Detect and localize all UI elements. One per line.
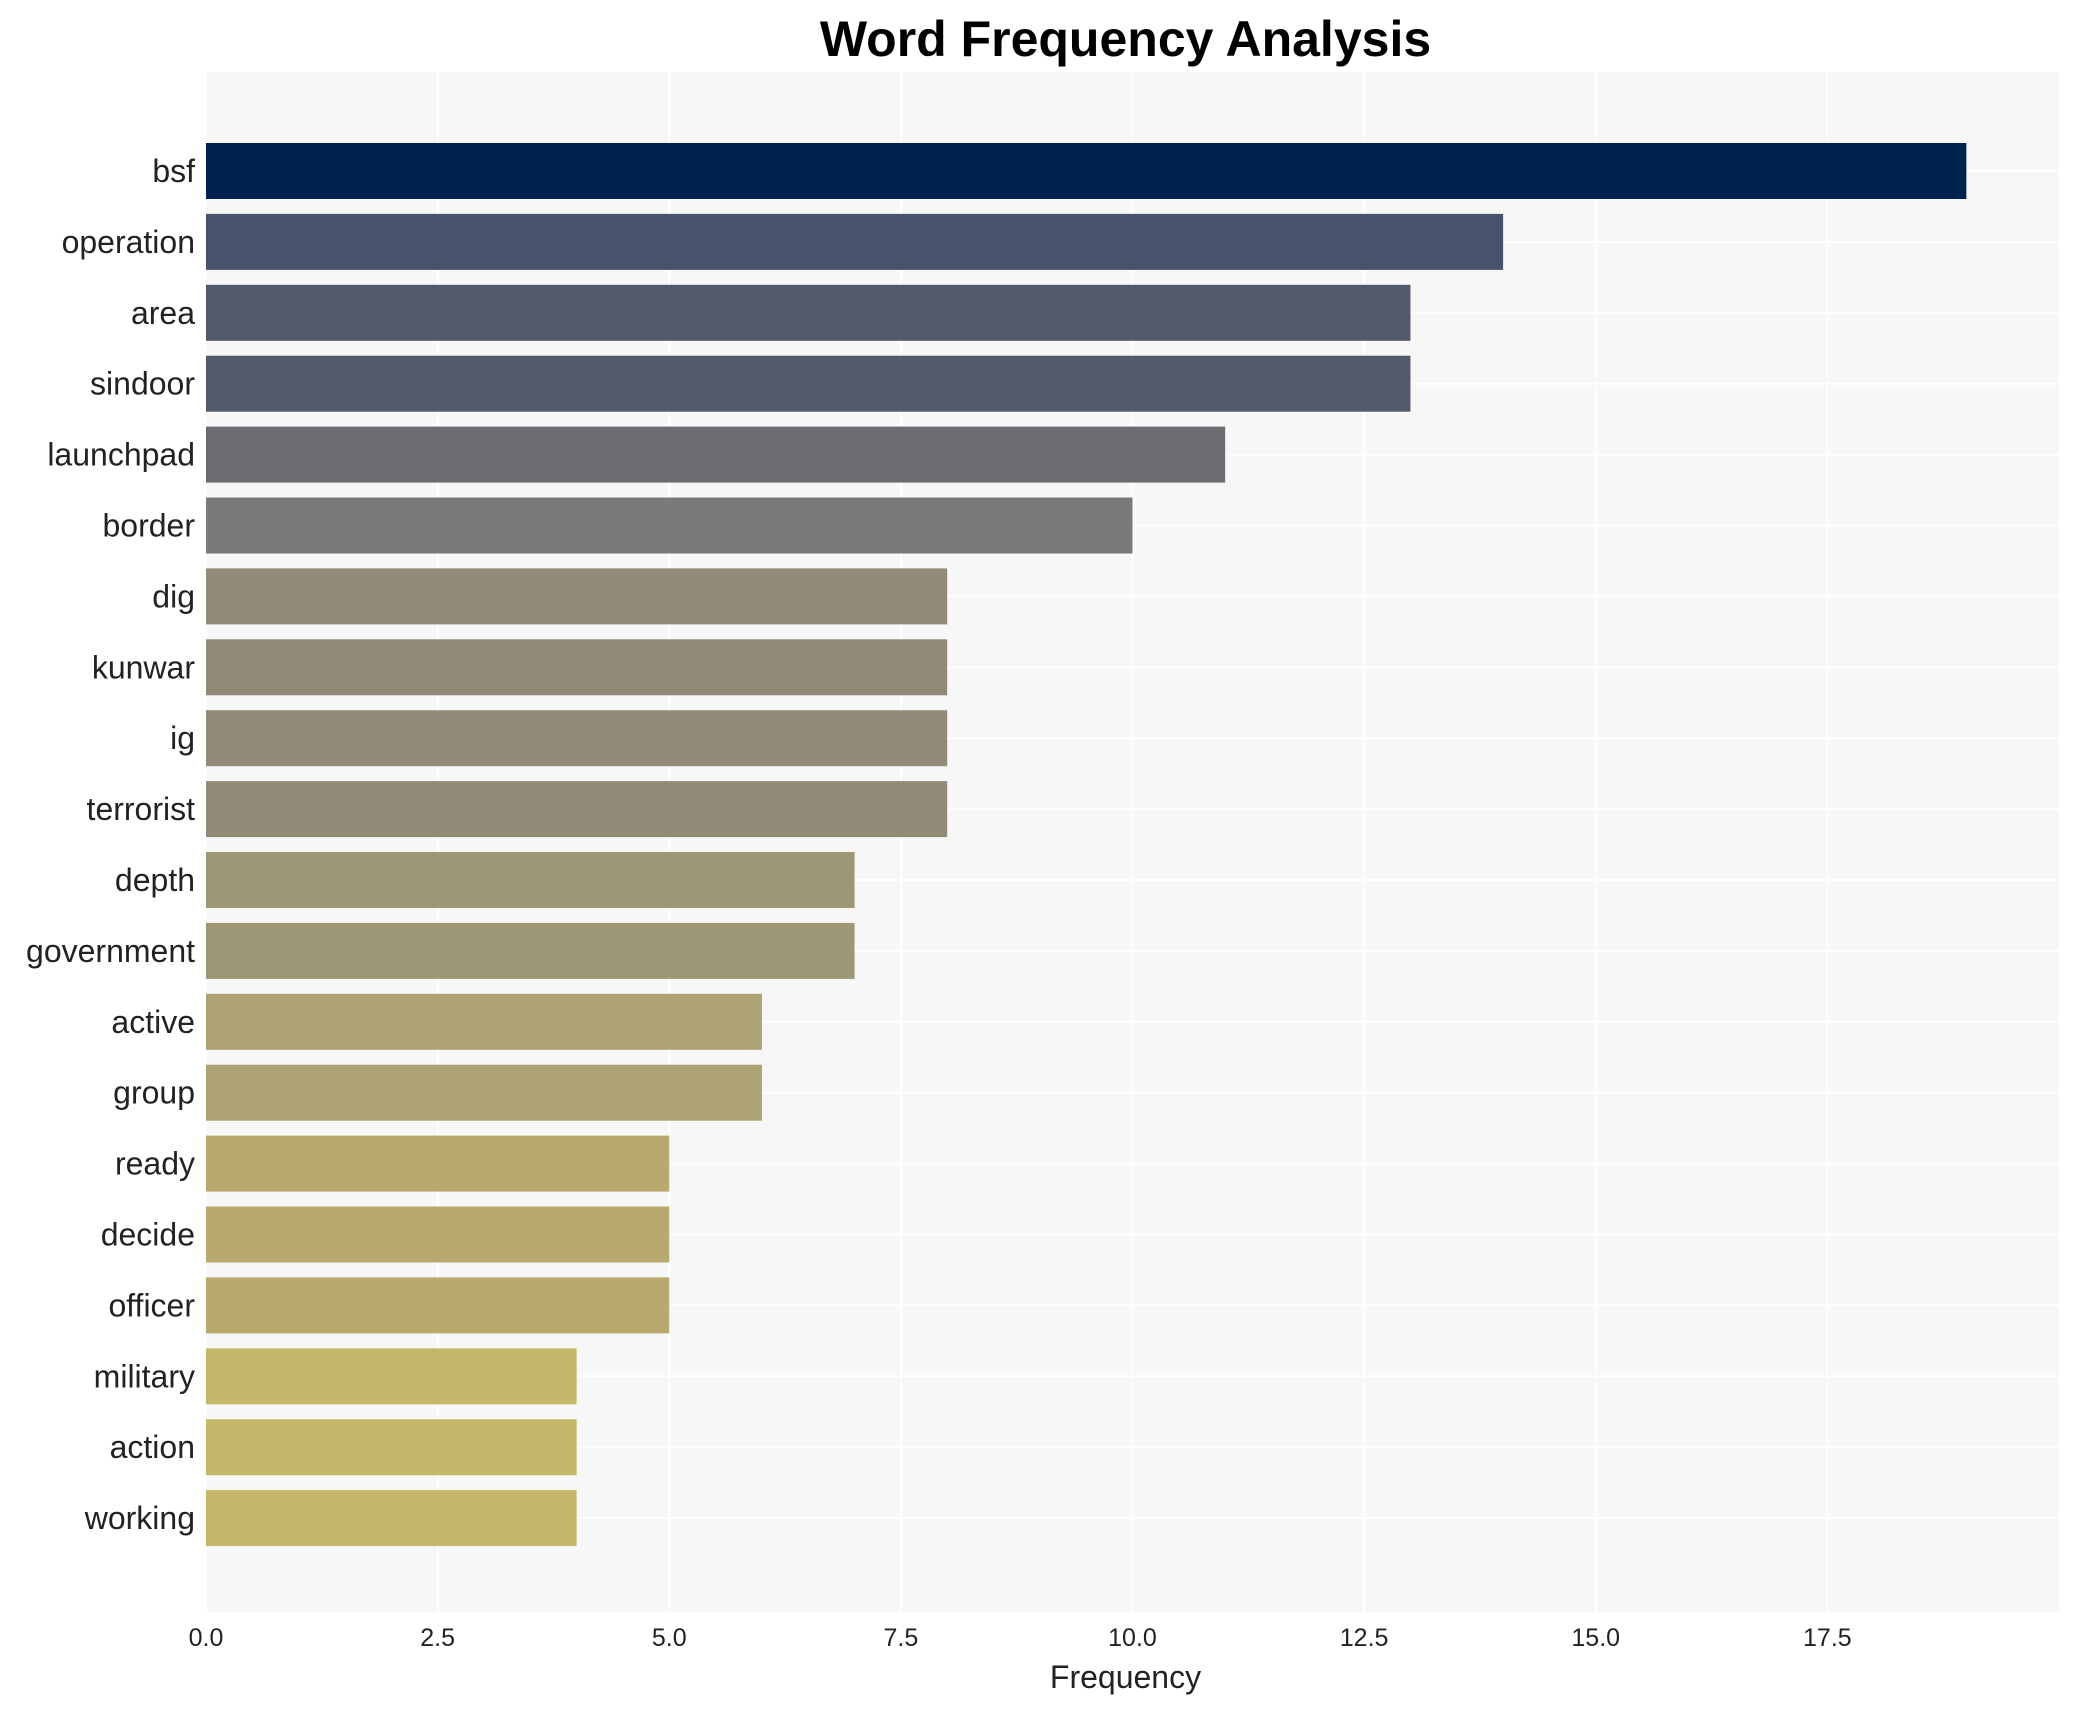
x-tick-label: 10.0 [1108,1624,1157,1652]
bar-operation [206,213,1504,270]
bar-border [206,497,1133,554]
category-label: border [103,508,196,544]
x-tick-labels: 0.0 2.5 5.0 7.5 10.0 12.5 15.0 17.5 [189,1624,1852,1652]
bar-ig [206,710,948,767]
bar-launchpad [206,426,1226,483]
x-tick-label: 2.5 [420,1624,455,1652]
x-tick-label: 15.0 [1571,1624,1620,1652]
bar-depth [206,852,855,908]
x-tick-label: 5.0 [652,1624,687,1652]
bar-ready [206,1135,670,1192]
x-tick-label: 17.5 [1803,1624,1852,1652]
category-label: launchpad [47,437,195,473]
category-label: kunwar [92,649,196,685]
bar-working [206,1490,577,1547]
category-label: group [113,1075,195,1111]
category-label: ready [115,1146,195,1182]
x-tick-label: 7.5 [883,1624,918,1652]
bar-bsf [206,143,1967,199]
category-label: military [94,1358,195,1394]
category-label: active [111,1004,195,1040]
bars [206,143,1967,1547]
bar-dig [206,568,948,625]
bar-military [206,1348,577,1405]
category-label: depth [115,862,195,898]
category-label: working [84,1500,195,1536]
x-tick-label: 0.0 [189,1624,224,1652]
category-label: terrorist [87,791,196,827]
category-labels: bsf operation area sindoor launchpad border di… [26,153,195,1536]
category-label: decide [101,1217,195,1253]
x-axis-label: Frequency [1050,1659,1201,1695]
bar-kunwar [206,639,948,696]
bar-area [206,284,1411,341]
category-label: action [110,1429,195,1465]
category-label: bsf [152,153,195,189]
category-label: sindoor [90,366,195,402]
bar-officer [206,1277,670,1334]
bar-sindoor [206,355,1411,412]
category-label: ig [170,720,195,756]
bar-active [206,993,762,1050]
category-label: officer [108,1287,195,1323]
bar-action [206,1419,577,1476]
bar-decide [206,1206,670,1263]
bar-government [206,922,855,979]
category-label: operation [62,224,195,260]
category-label: area [131,295,195,331]
x-tick-label: 12.5 [1340,1624,1389,1652]
bar-terrorist [206,781,948,838]
bar-group [206,1064,762,1121]
chart-title: Word Frequency Analysis [820,11,1431,67]
category-label: government [26,933,195,969]
category-label: dig [152,578,195,614]
